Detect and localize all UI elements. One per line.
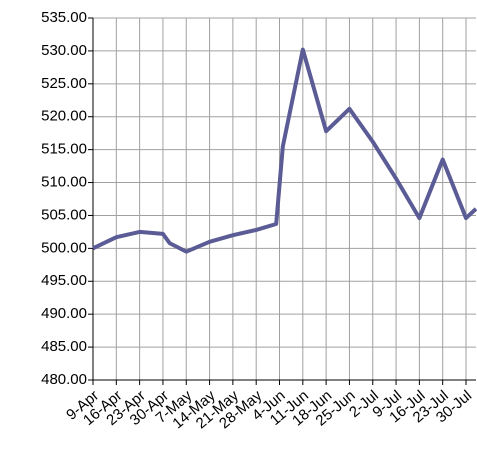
line [92, 47, 477, 254]
y-tick-label: 500.00 [41, 239, 87, 256]
y-tick-label: 495.00 [41, 272, 87, 289]
y-tick-label: 510.00 [41, 174, 87, 191]
y-tick-label: 485.00 [41, 338, 87, 355]
y-tick-label: 520.00 [41, 108, 87, 125]
y-tick-label: 530.00 [41, 42, 87, 59]
y-tick-label: 535.00 [41, 9, 87, 26]
y-tick-label: 515.00 [41, 141, 87, 158]
y-tick-label: 505.00 [41, 206, 87, 223]
y-tick-label: 525.00 [41, 75, 87, 92]
y-tick-label: 480.00 [41, 371, 87, 388]
y-tick-label: 490.00 [41, 305, 87, 322]
